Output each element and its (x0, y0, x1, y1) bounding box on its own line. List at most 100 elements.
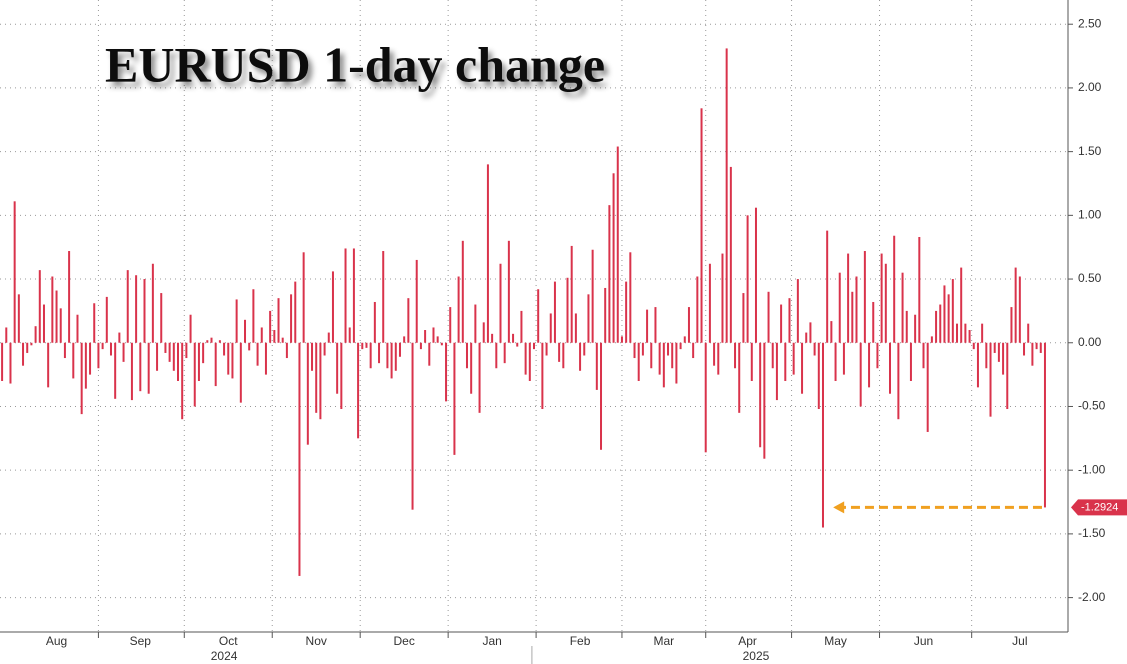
bar (738, 342, 741, 413)
bar (579, 342, 582, 371)
bar (486, 164, 489, 343)
bar (805, 332, 808, 343)
bar (256, 342, 259, 366)
bar (1006, 342, 1009, 410)
bar (553, 281, 556, 343)
bar (1010, 307, 1013, 343)
last-value-tag (1071, 499, 1127, 516)
bar (930, 336, 933, 343)
bar (528, 342, 531, 381)
bar (876, 342, 879, 369)
bar (616, 146, 619, 343)
bars (1, 48, 1046, 576)
y-tick-label: 2.00 (1078, 80, 1102, 94)
bar (218, 340, 221, 343)
bar (227, 342, 230, 375)
bar (264, 342, 267, 375)
bar (662, 342, 665, 388)
bar (244, 319, 247, 343)
bar (311, 342, 314, 371)
bar (47, 342, 50, 388)
bar (407, 298, 410, 343)
bar (285, 342, 288, 359)
bar (826, 230, 829, 343)
bar (252, 289, 255, 343)
bar (369, 342, 372, 369)
bar (101, 342, 104, 350)
bar (784, 342, 787, 381)
bar (696, 276, 699, 343)
x-tick-label: Jan (482, 634, 501, 648)
bar (440, 342, 443, 346)
y-tick-label: -2.00 (1078, 590, 1106, 604)
bar (884, 263, 887, 343)
bar (972, 342, 975, 350)
bar (122, 342, 125, 362)
bar (943, 285, 946, 343)
bar (1014, 267, 1017, 343)
bar (164, 342, 167, 353)
bar (411, 342, 414, 510)
bar (976, 342, 979, 388)
bar (449, 307, 452, 343)
bar (620, 336, 623, 343)
y-tick-label: 0.50 (1078, 271, 1102, 285)
bar (780, 304, 783, 343)
bar (796, 279, 799, 343)
bar (114, 342, 117, 399)
bar (759, 342, 762, 448)
bar (495, 342, 498, 369)
bar (713, 342, 716, 366)
bar (151, 263, 154, 343)
bar (922, 342, 925, 369)
x-tick-label: Mar (653, 634, 674, 648)
bar (63, 342, 66, 359)
bar (1031, 342, 1034, 366)
bar (629, 252, 632, 343)
bar (17, 294, 20, 343)
bar (89, 342, 92, 375)
bar (118, 332, 121, 343)
bar (817, 342, 820, 410)
bar (926, 342, 929, 432)
bar (717, 342, 720, 375)
bar (474, 304, 477, 343)
bar (549, 313, 552, 343)
y-tick-label: 1.50 (1078, 144, 1102, 158)
bar (558, 342, 561, 362)
bar (863, 251, 866, 343)
bar (838, 272, 841, 343)
bar (1002, 342, 1005, 375)
bar (80, 342, 83, 415)
bar (156, 342, 159, 371)
bar (210, 337, 213, 343)
bar (327, 332, 330, 343)
bar (97, 342, 100, 369)
bar (993, 342, 996, 353)
bar (415, 259, 418, 343)
bar (901, 272, 904, 343)
bar (93, 303, 96, 343)
bar (533, 342, 535, 350)
bar (1, 342, 4, 381)
bar (708, 263, 711, 343)
x-tick-label: Oct (219, 634, 238, 648)
x-tick-label: Nov (306, 634, 327, 648)
bar (893, 235, 896, 343)
chart-title: EURUSD 1-day change (105, 36, 605, 92)
bar (432, 327, 435, 343)
bar (641, 342, 644, 356)
bar (419, 342, 422, 350)
year-label: 2024 (211, 649, 238, 663)
bar (583, 342, 586, 356)
bar (566, 277, 569, 343)
bar (729, 166, 732, 343)
bar (168, 342, 171, 362)
bar (398, 342, 401, 357)
bar (625, 281, 628, 343)
bar (424, 330, 427, 343)
bar (298, 342, 301, 576)
bar (935, 310, 938, 343)
